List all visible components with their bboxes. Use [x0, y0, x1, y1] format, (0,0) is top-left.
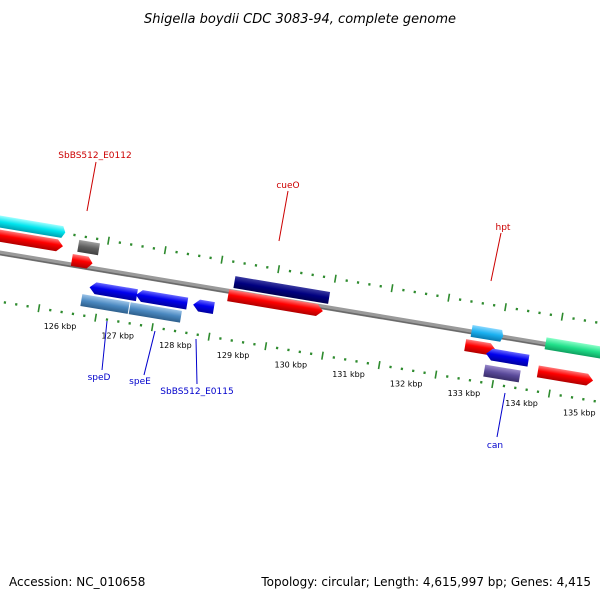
- genome-summary-text: Topology: circular; Length: 4,615,997 bp…: [260, 575, 591, 589]
- cds-forward-outer-green: [545, 337, 600, 363]
- cds-sbbs512-e0112: [77, 240, 100, 255]
- tick-mark-upper: [278, 265, 279, 273]
- tick-mark-lower: [549, 390, 550, 398]
- tick-mark-lower: [492, 380, 493, 388]
- kbp-tick-label: 131 kbp: [332, 370, 365, 379]
- cds-forward-red-5: [537, 365, 594, 386]
- tick-mark-lower: [95, 314, 96, 322]
- kbp-tick-label: 135 kbp: [563, 408, 596, 417]
- tick-mark-upper: [391, 284, 392, 292]
- tick-mark-upper: [562, 313, 563, 321]
- kbp-tick-label: 130 kbp: [274, 360, 307, 369]
- gene-label-cueo: cueO: [276, 181, 299, 191]
- kbp-tick-label: 126 kbp: [44, 322, 77, 331]
- cds-can: [485, 348, 529, 367]
- cds-reverse-purple: [483, 365, 520, 383]
- leader-sbbs512-e0115: [196, 339, 197, 384]
- gene-label-sped: speD: [88, 373, 111, 383]
- tick-mark-lower: [435, 371, 436, 379]
- tick-mark-upper: [505, 303, 506, 311]
- kbp-tick-label: 132 kbp: [390, 380, 423, 389]
- tick-mark-upper: [165, 246, 166, 254]
- leader-sbbs512-e0112: [87, 162, 96, 211]
- gene-label-spee: speE: [129, 377, 151, 387]
- tick-mark-upper: [221, 256, 222, 264]
- tick-mark-upper: [335, 275, 336, 283]
- kbp-tick-label: 133 kbp: [448, 389, 481, 398]
- tick-mark-lower: [379, 361, 380, 369]
- genome-map: Shigella boydii CDC 3083-94, complete ge…: [0, 0, 600, 600]
- gene-label-can: can: [487, 441, 503, 451]
- gene-label-hpt: hpt: [496, 223, 511, 233]
- leader-sped: [102, 321, 107, 370]
- tick-mark-upper: [448, 294, 449, 302]
- leader-spee: [144, 331, 155, 375]
- tick-mark-upper: [108, 237, 109, 245]
- leader-hpt: [491, 233, 501, 281]
- tick-row-upper: [0, 218, 600, 332]
- cds-reverse-blue-3: [192, 299, 215, 314]
- leader-cueo: [279, 191, 288, 241]
- kbp-tick-label: 127 kbp: [101, 332, 134, 341]
- tick-mark-lower: [265, 342, 266, 350]
- accession-text: Accession: NC_010658: [9, 575, 145, 589]
- leader-can: [497, 393, 505, 437]
- tick-mark-lower: [152, 323, 153, 331]
- kbp-tick-label: 128 kbp: [159, 341, 192, 350]
- gene-label-sbbs512-e0112: SbBS512_E0112: [58, 151, 131, 161]
- tick-mark-lower: [322, 352, 323, 360]
- kbp-tick-label: 134 kbp: [505, 399, 538, 408]
- map-title: Shigella boydii CDC 3083-94, complete ge…: [144, 12, 456, 27]
- tick-mark-lower: [208, 333, 209, 341]
- tick-mark-lower: [38, 304, 39, 312]
- kbp-tick-label: 129 kbp: [217, 351, 250, 360]
- gene-label-sbbs512-e0115: SbBS512_E0115: [160, 387, 233, 397]
- cds-hpt: [471, 325, 505, 342]
